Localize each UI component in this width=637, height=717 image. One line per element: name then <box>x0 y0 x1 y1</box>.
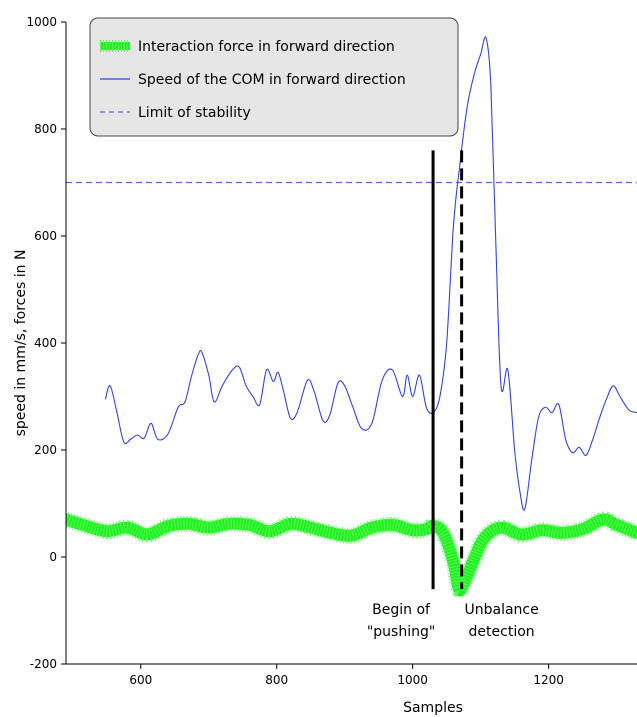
legend-box <box>89 17 459 137</box>
legend-label-0: Interaction force in forward direction <box>138 39 395 55</box>
y-tick-label: 0 <box>49 550 57 564</box>
series-layer <box>66 36 637 599</box>
y-tick-label: 800 <box>34 122 57 136</box>
legend-label-2: Limit of stability <box>138 105 251 121</box>
y-tick-label: 1000 <box>26 15 57 29</box>
unbalance-detection-label-0: Unbalance <box>464 602 538 618</box>
legend: Interaction force in forward direction Sp… <box>89 17 459 137</box>
x-axis-label: Samples <box>403 700 463 716</box>
y-tick-label: 200 <box>34 443 57 457</box>
tick-labels: -200 0 200 400 600 800 1000 600 800 1000 1200 <box>26 15 563 687</box>
legend-label-1: Speed of the COM in forward direction <box>138 72 406 88</box>
y-tick-label: -200 <box>30 657 57 671</box>
series-hatch-interaction-force <box>66 511 637 599</box>
x-tick-label: 800 <box>265 673 288 687</box>
y-tick-label: 600 <box>34 229 57 243</box>
x-tick-label: 600 <box>129 673 152 687</box>
begin-pushing-label-0: Begin of <box>372 602 431 618</box>
x-tick-label: 1200 <box>533 673 564 687</box>
annotation-layer: Begin of "pushing" Unbalance detection <box>367 150 539 640</box>
y-axis-label: speed in mm/s, forces in N <box>13 250 29 437</box>
begin-pushing-label-1: "pushing" <box>367 624 435 640</box>
series-line-com-speed <box>104 36 637 511</box>
y-tick-label: 400 <box>34 336 57 350</box>
x-tick-label: 1000 <box>397 673 428 687</box>
unbalance-detection-label-1: detection <box>469 624 535 640</box>
